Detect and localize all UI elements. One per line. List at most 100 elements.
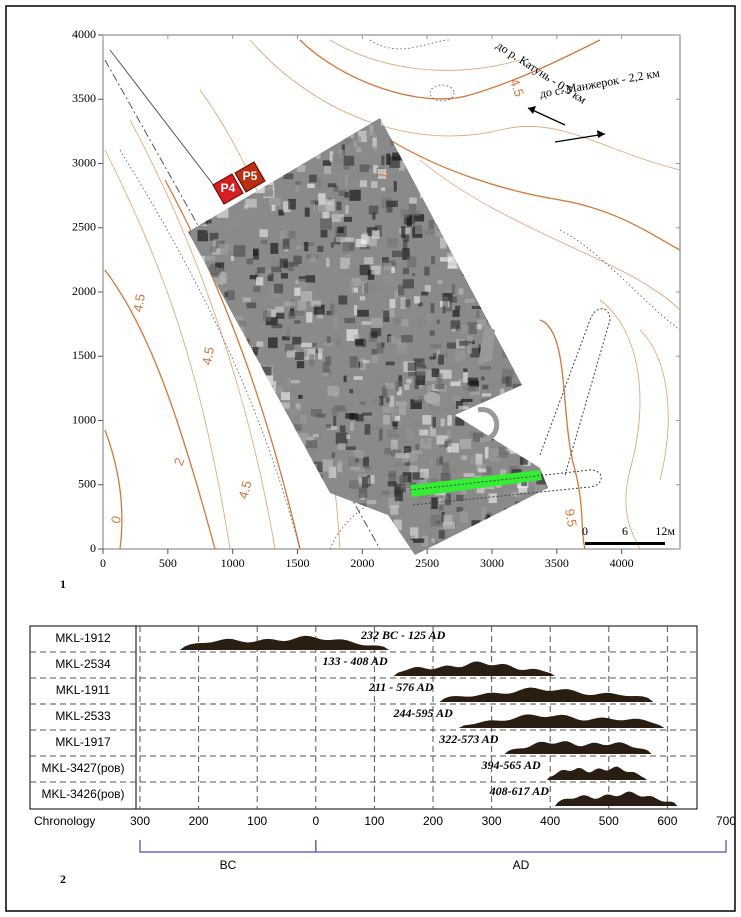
range-label: 408-617 AD — [489, 784, 550, 798]
image-pixel — [518, 486, 527, 493]
panel-label: 1 — [60, 577, 66, 591]
image-pixel — [366, 132, 377, 137]
range-label: 244-595 AD — [393, 706, 454, 720]
x-tick-label: 200 — [423, 814, 443, 828]
image-pixel — [381, 555, 389, 564]
image-pixel — [381, 187, 385, 190]
image-pixel — [257, 267, 265, 273]
image-pixel — [428, 509, 439, 515]
image-pixel — [309, 389, 313, 395]
image-pixel — [253, 286, 260, 292]
image-pixel — [346, 435, 350, 439]
image-pixel — [327, 202, 332, 205]
image-pixel — [408, 362, 416, 370]
image-pixel — [365, 424, 371, 435]
image-pixel — [324, 166, 331, 174]
image-pixel — [357, 310, 369, 317]
image-pixel — [489, 493, 497, 503]
image-pixel — [445, 494, 451, 506]
image-pixel — [383, 415, 390, 424]
sample-name: MKL-3426(ров) — [41, 787, 124, 801]
image-pixel — [311, 300, 321, 306]
image-pixel — [455, 350, 460, 358]
image-pixel — [394, 484, 401, 496]
image-pixel — [372, 355, 379, 364]
image-pixel — [326, 258, 330, 267]
x-tick-label: 400 — [540, 814, 560, 828]
image-pixel — [295, 352, 304, 360]
scale-label: 6 — [622, 524, 628, 538]
image-pixel — [283, 239, 290, 250]
y-tick-label: 2000 — [72, 284, 96, 298]
image-pixel — [260, 554, 270, 565]
x-tick-label: 3000 — [480, 556, 504, 570]
image-pixel — [356, 147, 361, 152]
image-pixel — [230, 220, 238, 225]
image-pixel — [395, 453, 403, 458]
image-pixel — [334, 393, 337, 399]
image-pixel — [355, 451, 365, 459]
y-tick-label: 2500 — [72, 220, 96, 234]
image-pixel — [482, 507, 487, 518]
image-pixel — [288, 199, 296, 210]
image-pixel — [309, 354, 314, 366]
image-pixel — [388, 336, 395, 344]
image-pixel — [386, 188, 393, 193]
image-pixel — [317, 246, 323, 252]
image-pixel — [418, 318, 422, 328]
image-pixel — [323, 342, 333, 346]
y-tick-label: 4000 — [72, 27, 96, 41]
image-pixel — [360, 265, 370, 275]
image-pixel — [401, 319, 408, 326]
sample-name: MKL-2534 — [55, 657, 111, 671]
image-pixel — [355, 136, 361, 142]
image-pixel — [225, 261, 229, 273]
image-pixel — [479, 366, 491, 370]
image-pixel — [334, 318, 337, 329]
image-pixel — [214, 552, 217, 557]
image-pixel — [334, 457, 341, 464]
image-pixel — [387, 238, 398, 247]
image-pixel — [276, 312, 284, 319]
image-pixel — [247, 303, 257, 309]
image-pixel — [386, 200, 398, 206]
image-pixel — [298, 395, 302, 399]
image-pixel — [325, 199, 334, 211]
axis-title: Chronology — [34, 814, 95, 828]
image-pixel — [332, 154, 342, 164]
image-pixel — [393, 317, 402, 324]
x-tick-label: 3500 — [545, 556, 569, 570]
x-tick-label: 2000 — [350, 556, 374, 570]
image-pixel — [250, 551, 254, 559]
image-pixel — [432, 417, 436, 428]
y-tick-label: 500 — [78, 477, 96, 491]
image-pixel — [346, 446, 356, 450]
image-pixel — [462, 552, 473, 560]
image-pixel — [207, 549, 212, 560]
image-pixel — [394, 463, 405, 467]
image-pixel — [282, 320, 293, 324]
image-pixel — [364, 283, 368, 294]
image-pixel — [421, 292, 428, 296]
image-pixel — [271, 267, 281, 273]
image-pixel — [383, 275, 393, 285]
image-pixel — [443, 297, 448, 307]
image-pixel — [373, 398, 381, 403]
image-pixel — [441, 473, 451, 481]
image-pixel — [414, 396, 420, 400]
scale-label: 12м — [655, 524, 675, 538]
scale-label: 0 — [582, 524, 588, 538]
image-pixel — [438, 308, 442, 319]
image-pixel — [239, 321, 246, 327]
image-pixel — [354, 305, 357, 315]
image-pixel — [497, 453, 508, 457]
x-tick-label: 300 — [130, 814, 150, 828]
image-pixel — [210, 551, 219, 556]
y-tick-label: 1500 — [72, 348, 96, 362]
image-pixel — [403, 268, 409, 275]
image-pixel — [321, 230, 328, 237]
image-pixel — [381, 155, 384, 165]
chronology-panel: 3002001000100200300400500600700Chronolog… — [30, 626, 736, 886]
image-pixel — [284, 301, 294, 306]
image-pixel — [439, 444, 447, 447]
